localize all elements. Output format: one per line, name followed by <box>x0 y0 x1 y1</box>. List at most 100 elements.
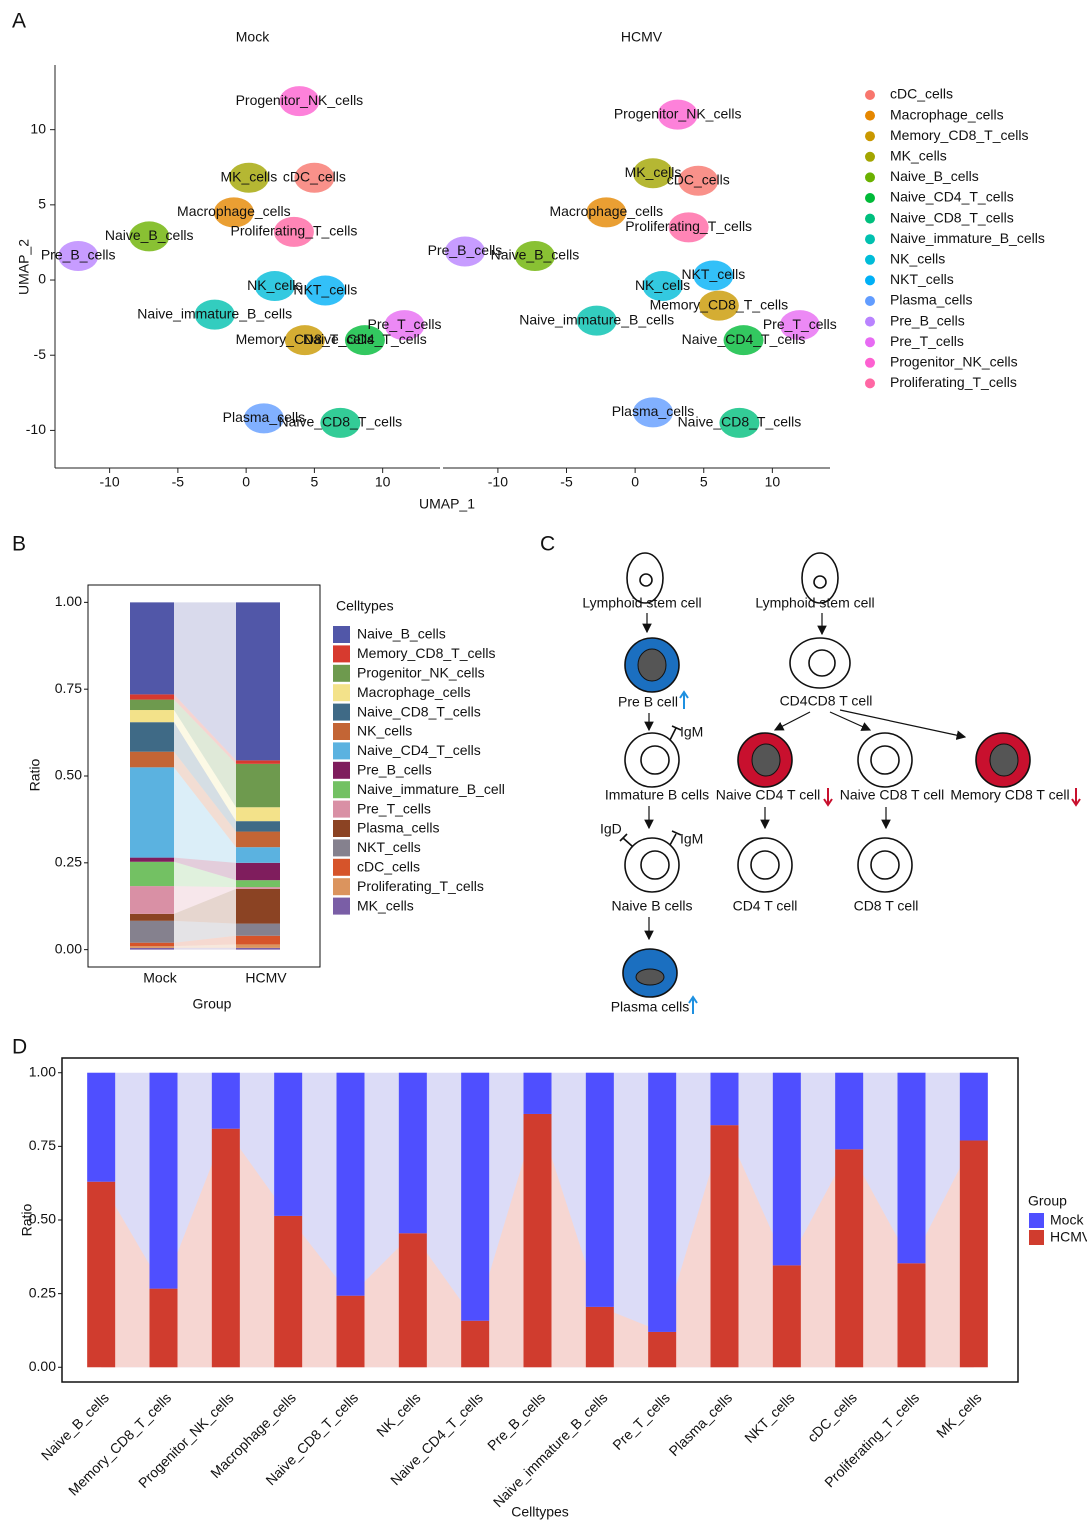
bar-segment <box>130 602 174 694</box>
y-tick-label: -5 <box>34 346 47 362</box>
bar-segment <box>773 1073 801 1266</box>
x-tick-label: Pre_B_cells <box>484 1389 548 1453</box>
bar-segment <box>648 1073 676 1332</box>
legend-label: Naive_CD8_T_cells <box>357 703 481 719</box>
cluster-label: Macrophage_cells <box>177 203 291 219</box>
bar-segment <box>236 948 280 950</box>
bar-segment <box>648 1332 676 1367</box>
bar-segment <box>835 1149 863 1367</box>
x-tick-label: NK_cells <box>373 1389 423 1439</box>
y-tick-label: 1.00 <box>55 593 82 609</box>
facet-title: Mock <box>236 29 270 45</box>
legend-marker <box>333 898 350 915</box>
x-tick-label: 5 <box>700 474 708 490</box>
cluster-label: Naive_CD4_T_cells <box>682 331 806 347</box>
legend-label: Pre_T_cells <box>890 333 964 349</box>
legend-label: Plasma_cells <box>890 292 972 308</box>
legend-marker <box>865 358 875 368</box>
legend-marker <box>865 90 875 100</box>
legend-label: cDC_cells <box>357 859 420 875</box>
bar-segment <box>399 1233 427 1367</box>
legend-marker <box>333 742 350 759</box>
flow <box>174 948 236 950</box>
node-label: Naive CD8 T cell <box>840 787 945 803</box>
x-tick-label: MK_cells <box>933 1389 984 1440</box>
bar-segment <box>236 821 280 831</box>
x-tick-label: Mock <box>143 970 177 986</box>
diagram: Lymphoid stem cell Pre B cell IgM Immatu… <box>582 553 1080 1015</box>
legend-label: Naive_immature_B_cell <box>357 781 505 797</box>
bar-segment <box>130 946 174 948</box>
bar-segment <box>236 924 280 936</box>
bar-segment <box>212 1129 240 1368</box>
legend-label: Plasma_cells <box>357 820 439 836</box>
legend-marker <box>865 152 875 162</box>
bar-segment <box>337 1073 365 1296</box>
legend-marker <box>333 878 350 895</box>
legend-label: HCMV <box>1050 1229 1087 1245</box>
legend-marker <box>333 820 350 837</box>
cluster-label: Naive_B_cells <box>105 227 194 243</box>
legend-marker <box>1029 1213 1044 1228</box>
bar-segment <box>274 1216 302 1367</box>
legend-marker <box>865 275 875 285</box>
bar-segment <box>586 1307 614 1367</box>
legend-marker <box>865 296 875 306</box>
y-tick-label: 0.50 <box>55 767 82 783</box>
legend-marker <box>865 337 875 347</box>
bar-segment <box>130 943 174 946</box>
cluster-label: Naive_immature_B_cells <box>137 305 292 321</box>
legend-label: Progenitor_NK_cells <box>357 665 485 681</box>
bar-segment <box>586 1073 614 1307</box>
bar-segment <box>236 880 280 887</box>
y-tick-label: -10 <box>26 421 46 437</box>
panel-label: D <box>12 1036 27 1059</box>
legend-marker <box>865 111 875 121</box>
legend-marker <box>865 234 875 244</box>
x-tick-label: 0 <box>242 474 250 490</box>
x-axis-label: Celltypes <box>511 1504 569 1520</box>
legend-marker <box>865 193 875 203</box>
node-label: Lymphoid stem cell <box>582 595 701 611</box>
cell-icon <box>641 746 669 774</box>
x-tick-label: -10 <box>488 474 508 490</box>
legend-label: Mock <box>1050 1212 1084 1228</box>
bar-segment <box>236 760 280 763</box>
bar-segment <box>130 710 174 722</box>
bar-segment <box>150 1289 178 1368</box>
cell-icon <box>640 574 652 586</box>
cell-icon <box>809 650 835 676</box>
bar-segment <box>236 889 280 924</box>
legend-marker <box>865 172 875 182</box>
legend-marker <box>1029 1230 1044 1245</box>
legend-label: MK_cells <box>357 897 414 913</box>
bar-segment <box>236 764 280 807</box>
legend-label: Proliferating_T_cells <box>357 878 484 894</box>
up-arrow <box>689 997 697 1014</box>
bar-segment <box>461 1073 489 1321</box>
legend-label: cDC_cells <box>890 86 953 102</box>
y-tick-label: 5 <box>38 196 46 212</box>
bar-segment <box>130 700 174 710</box>
y-tick-label: 10 <box>30 120 46 136</box>
legend-marker <box>333 626 350 643</box>
down-arrow <box>1072 788 1080 805</box>
node-label: IgD <box>600 821 622 837</box>
legend-label: MK_cells <box>890 148 947 164</box>
x-tick-label: Pre_T_cells <box>609 1389 673 1453</box>
legend-label: NK_cells <box>890 251 945 267</box>
y-axis-label: Ratio <box>27 758 43 791</box>
legend-marker <box>865 317 875 327</box>
legend-marker <box>333 723 350 740</box>
cell-icon <box>636 969 664 985</box>
legend-label: Macrophage_cells <box>890 106 1004 122</box>
x-tick-label: -5 <box>172 474 185 490</box>
cluster-label: MK_cells <box>625 164 682 180</box>
bar-segment <box>236 887 280 889</box>
bar-segment <box>960 1140 988 1367</box>
legend-label: Macrophage_cells <box>357 684 471 700</box>
bar-segment <box>130 694 174 699</box>
y-axis-label: UMAP_2 <box>16 239 32 295</box>
bar-segment <box>274 1073 302 1216</box>
bar-segment <box>711 1073 739 1125</box>
